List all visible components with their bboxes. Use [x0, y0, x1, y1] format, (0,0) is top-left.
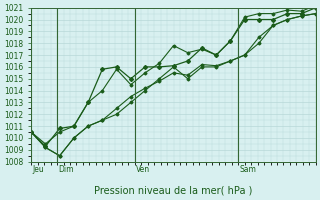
Text: Sam: Sam — [239, 165, 256, 174]
Text: Jeu: Jeu — [32, 165, 44, 174]
Text: Ven: Ven — [136, 165, 150, 174]
Text: Dim: Dim — [58, 165, 74, 174]
X-axis label: Pression niveau de la mer( hPa ): Pression niveau de la mer( hPa ) — [94, 186, 253, 196]
